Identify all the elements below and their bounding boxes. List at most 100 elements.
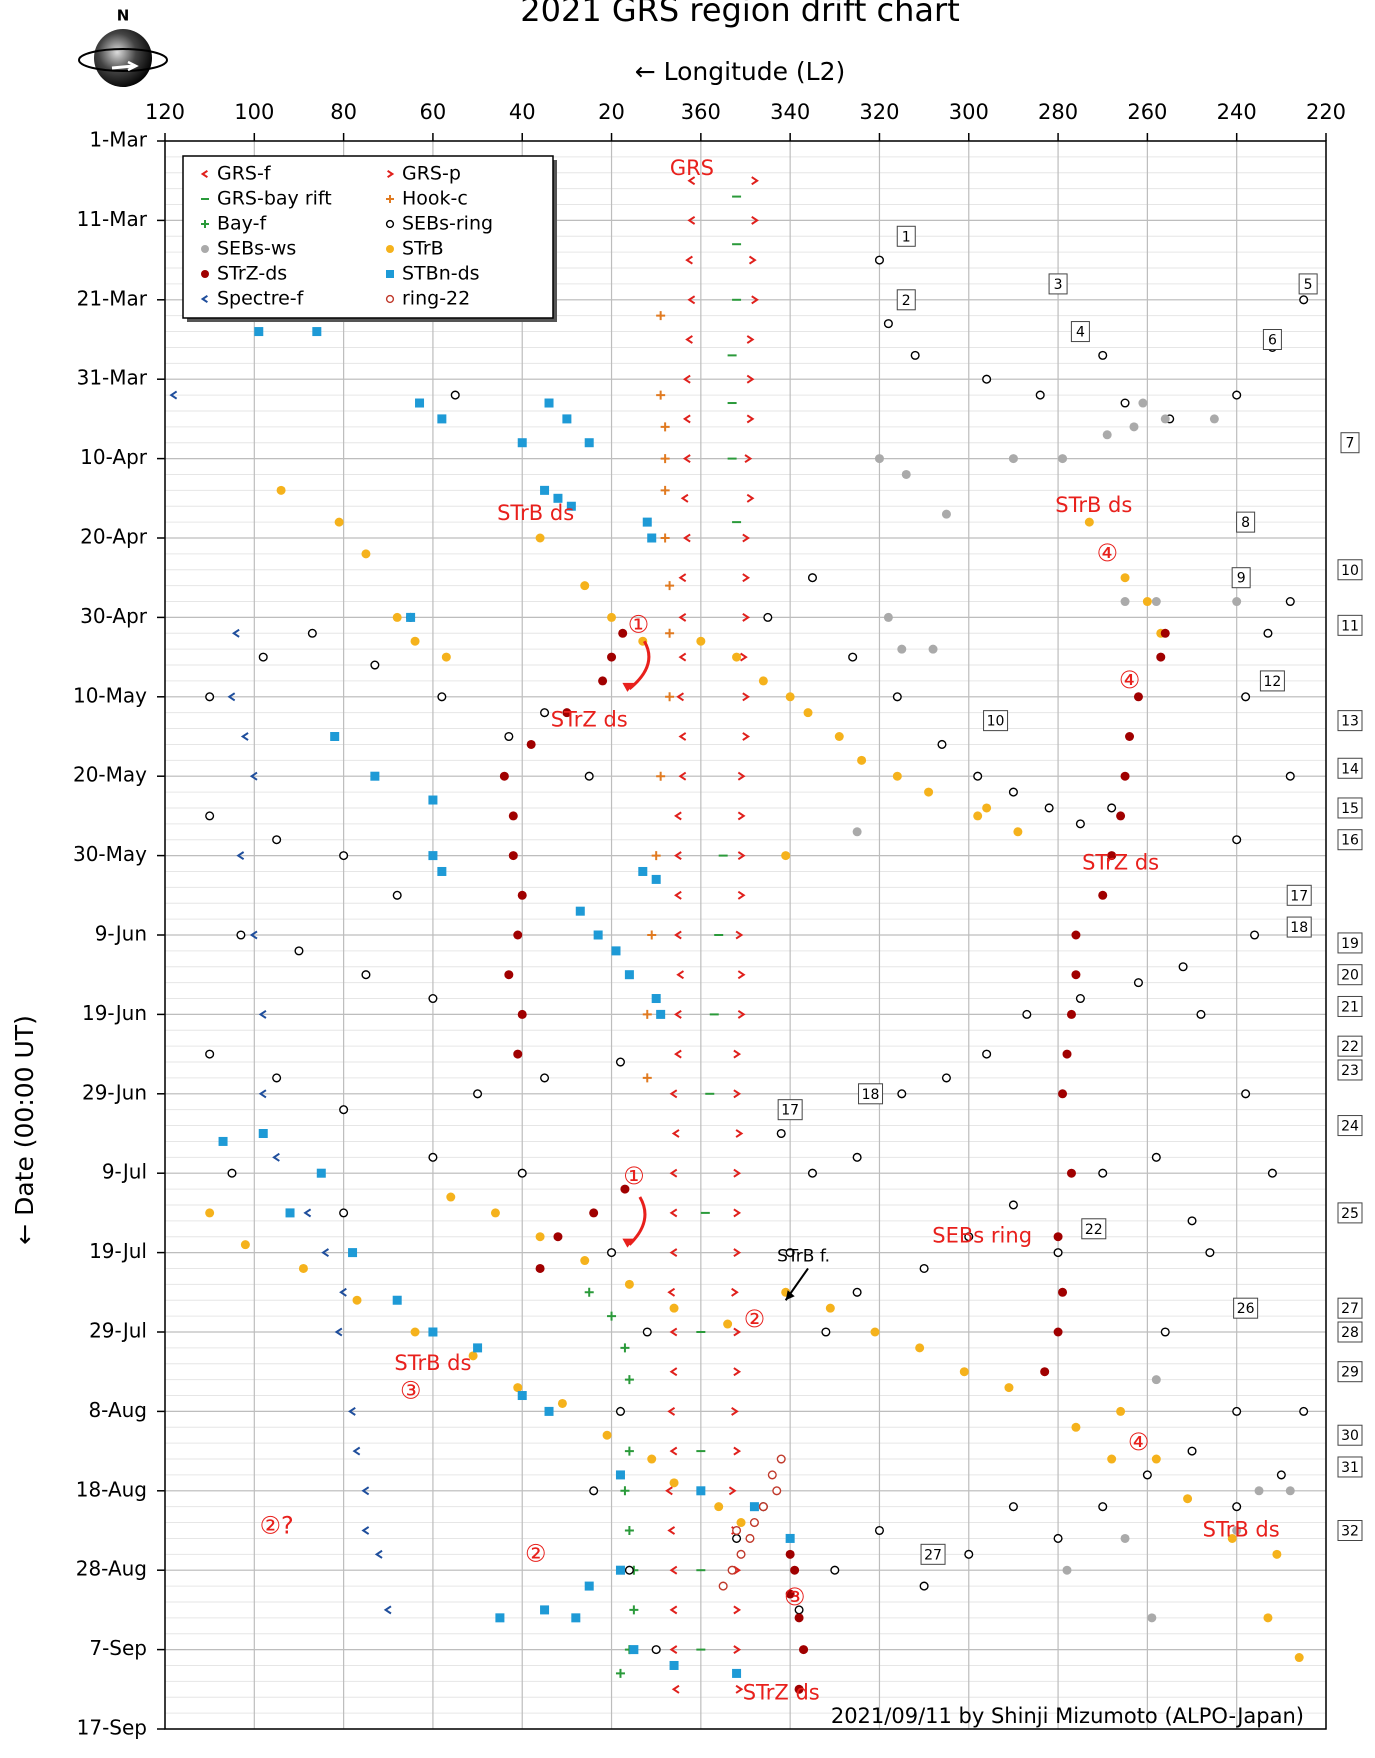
marker xyxy=(1285,596,1295,607)
track-number: 22 xyxy=(1085,1222,1103,1238)
marker xyxy=(589,1486,599,1496)
track-box xyxy=(858,1083,884,1105)
marker xyxy=(386,270,394,278)
marker xyxy=(745,1533,755,1543)
marker xyxy=(620,1486,630,1496)
marker xyxy=(656,311,666,321)
marker xyxy=(928,644,938,654)
series xyxy=(718,1454,786,1591)
legend-label: GRS-f xyxy=(217,163,272,185)
x-tick-label: 360 xyxy=(681,100,721,124)
marker xyxy=(227,1168,237,1178)
marker xyxy=(450,390,460,400)
marker xyxy=(669,1303,679,1313)
series xyxy=(584,1287,639,1678)
track-box xyxy=(1262,329,1282,350)
marker xyxy=(1232,1526,1242,1535)
marker xyxy=(1294,1653,1304,1663)
track-number: 22 xyxy=(1341,1039,1359,1055)
marker xyxy=(685,255,693,265)
marker xyxy=(776,1454,786,1464)
marker xyxy=(1125,732,1135,741)
annotation: STrB ds xyxy=(1055,493,1132,517)
marker xyxy=(575,906,585,916)
marker xyxy=(728,1486,737,1496)
y-tick-label: 10-Apr xyxy=(80,445,148,469)
marker xyxy=(669,1367,678,1377)
annotation: ③ xyxy=(400,1377,422,1405)
annotation: GRS xyxy=(670,156,714,180)
marker xyxy=(392,890,402,900)
marker xyxy=(562,414,572,424)
track-number: 21 xyxy=(1341,999,1359,1015)
marker xyxy=(330,732,340,741)
marker xyxy=(714,1502,724,1512)
legend-label: Bay-f xyxy=(217,213,267,235)
marker xyxy=(671,1684,680,1694)
marker xyxy=(1102,430,1112,440)
marker xyxy=(1044,803,1054,813)
marker xyxy=(415,398,425,408)
marker xyxy=(685,335,693,344)
marker xyxy=(602,1430,612,1440)
series xyxy=(696,195,742,1651)
x-tick-label: 300 xyxy=(949,100,989,124)
marker xyxy=(334,1327,343,1337)
marker xyxy=(781,851,791,861)
marker xyxy=(682,533,691,543)
annotation: STrB ds xyxy=(394,1351,471,1375)
marker xyxy=(660,454,670,464)
marker xyxy=(272,1073,282,1083)
marker xyxy=(1120,597,1130,607)
annotation: STrB ds xyxy=(497,501,574,525)
marker xyxy=(665,1486,673,1496)
marker xyxy=(249,771,258,781)
series xyxy=(642,311,675,1083)
marker xyxy=(665,628,675,638)
marker xyxy=(763,612,773,622)
series xyxy=(499,628,1170,1694)
track-number: 32 xyxy=(1341,1524,1359,1540)
marker xyxy=(1075,819,1085,829)
marker xyxy=(674,930,682,940)
marker xyxy=(1058,454,1068,464)
marker xyxy=(361,549,371,559)
marker xyxy=(205,811,215,821)
marker xyxy=(1276,1470,1286,1480)
marker xyxy=(937,739,947,749)
plot-frame xyxy=(164,140,1327,1730)
track-box xyxy=(920,1543,946,1565)
marker xyxy=(348,1248,358,1258)
marker xyxy=(667,1287,676,1297)
legend-label: GRS-p xyxy=(402,163,461,185)
marker xyxy=(941,509,951,519)
marker xyxy=(540,1605,550,1615)
y-axis-label: ← Date (00:00 UT) xyxy=(10,1015,39,1245)
track-box xyxy=(1337,1059,1363,1081)
marker xyxy=(1107,1454,1117,1464)
arrow-head xyxy=(622,1238,635,1248)
track-box xyxy=(1337,1035,1363,1057)
annotation: STrZ ds xyxy=(743,1680,820,1704)
marker xyxy=(584,1581,594,1591)
marker xyxy=(746,493,755,503)
marker xyxy=(1160,628,1170,638)
marker xyxy=(1267,1168,1277,1178)
x-tick-label: 40 xyxy=(509,100,536,124)
marker xyxy=(736,1549,746,1559)
track-number: 31 xyxy=(1341,1460,1359,1476)
marker xyxy=(352,1446,361,1456)
marker xyxy=(751,215,759,225)
legend-label: ring-22 xyxy=(402,288,470,310)
marker xyxy=(446,1192,456,1202)
marker xyxy=(1075,993,1085,1004)
marker xyxy=(1272,1549,1282,1559)
marker xyxy=(294,946,304,956)
marker xyxy=(776,1128,786,1139)
marker xyxy=(751,176,759,186)
marker xyxy=(785,1589,795,1599)
track-box xyxy=(1337,757,1363,779)
marker xyxy=(848,652,858,662)
marker xyxy=(1299,295,1309,305)
x-tick-label: 20 xyxy=(598,100,625,124)
